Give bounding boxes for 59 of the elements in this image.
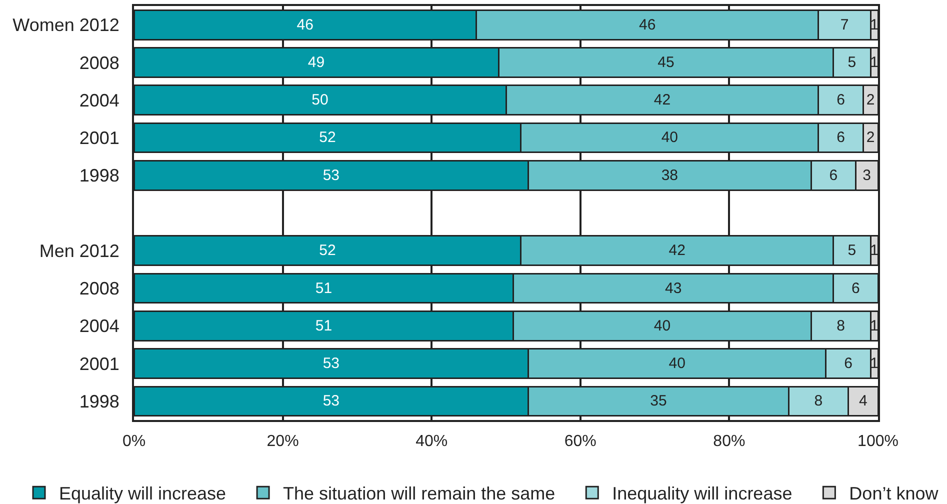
x-tick-label: 60%	[564, 433, 596, 450]
y-tick-label: 2008	[79, 278, 120, 299]
data-label: 6	[836, 129, 845, 146]
y-tick-label: 2004	[79, 90, 120, 110]
data-label: 40	[654, 317, 671, 334]
data-label: 49	[308, 54, 325, 71]
data-label: 45	[658, 54, 674, 71]
x-tick-label: 20%	[266, 433, 299, 450]
data-label: 52	[319, 129, 336, 146]
data-label: 35	[650, 392, 667, 410]
data-label: 1	[870, 16, 878, 34]
data-label: 38	[661, 166, 678, 184]
legend-label: Don’t know	[849, 484, 940, 504]
data-label: 53	[322, 166, 340, 184]
y-tick-label: Men 2012	[39, 240, 120, 261]
data-label: 50	[312, 92, 328, 109]
data-label: 46	[296, 16, 314, 34]
data-label: 1	[870, 317, 878, 334]
data-label: 1	[870, 242, 878, 260]
data-label: 51	[315, 317, 332, 334]
y-tick-label: 2008	[79, 52, 120, 73]
legend-label: Equality will increase	[59, 484, 226, 504]
data-label: 43	[665, 280, 682, 297]
y-tick-label: 1998	[79, 166, 120, 186]
data-label: 46	[639, 16, 656, 34]
data-label: 8	[836, 317, 845, 334]
data-label: 7	[840, 16, 849, 34]
data-label: 2	[866, 92, 875, 109]
x-tick-label: 0%	[122, 433, 146, 450]
data-label: 42	[654, 92, 671, 109]
x-tick-label: 100%	[858, 433, 898, 450]
data-label: 1	[870, 54, 878, 71]
data-label: 53	[322, 355, 340, 372]
legend-label: The situation will remain the same	[283, 484, 556, 504]
data-label: 6	[836, 92, 845, 109]
legend-label: Inequality will increase	[612, 484, 792, 504]
y-tick-label: Women 2012	[12, 15, 120, 36]
x-tick-label: 40%	[416, 433, 448, 450]
y-tick-label: 2004	[79, 316, 120, 336]
data-label: 4	[858, 392, 868, 410]
data-label: 3	[862, 166, 872, 184]
data-label: 8	[814, 392, 823, 410]
data-label: 51	[315, 280, 332, 297]
data-label: 42	[668, 242, 686, 260]
data-label: 1	[870, 355, 878, 372]
y-tick-label: 2001	[79, 128, 120, 148]
data-label: 53	[322, 392, 340, 410]
data-label: 5	[848, 54, 856, 71]
x-tick-label: 80%	[713, 433, 746, 450]
data-label: 6	[852, 280, 860, 297]
data-label: 40	[661, 129, 678, 146]
data-label: 6	[844, 355, 852, 372]
data-label: 6	[829, 166, 838, 184]
y-tick-label: 2001	[79, 354, 120, 374]
data-label: 2	[866, 129, 875, 146]
data-label: 5	[848, 242, 856, 260]
y-tick-label: 1998	[79, 391, 120, 412]
data-label: 40	[668, 355, 686, 372]
data-label: 52	[319, 242, 336, 260]
